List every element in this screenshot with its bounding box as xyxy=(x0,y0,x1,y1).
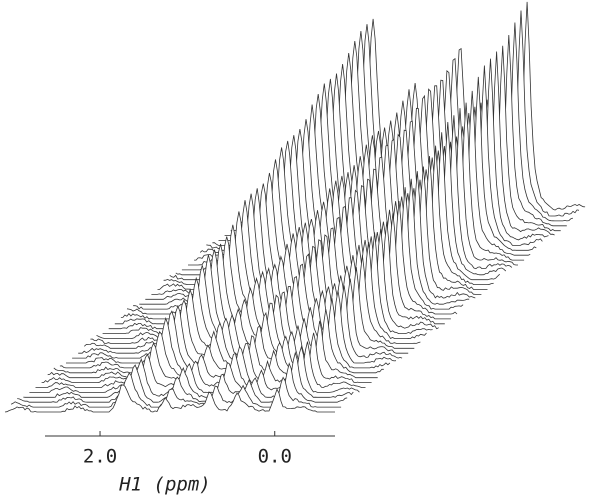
spectrum-trace xyxy=(96,242,427,340)
x-axis-label: H1 (ppm) xyxy=(118,474,211,496)
spectrum-trace xyxy=(29,345,360,393)
spectra xyxy=(4,1,586,442)
spectrum-trace xyxy=(72,285,403,359)
spectrum-trace xyxy=(84,265,415,349)
spectrum-trace xyxy=(4,384,335,413)
spectrum-trace xyxy=(59,298,391,369)
spectrum-trace xyxy=(35,341,366,388)
spectrum-trace xyxy=(78,276,409,354)
spectrum-trace xyxy=(47,316,378,379)
spectrum-trace xyxy=(53,309,384,374)
spectrum-trace xyxy=(41,330,372,384)
spectrum-trace xyxy=(17,362,348,403)
spectrum-trace xyxy=(90,254,421,344)
spectrum-trace xyxy=(102,232,433,334)
x-tick-label: 2.0 xyxy=(83,446,117,468)
x-tick-label: 0.0 xyxy=(258,446,292,468)
spectrum-trace xyxy=(10,372,342,408)
spectrum-fill xyxy=(5,384,335,442)
spectrum-trace xyxy=(66,290,397,364)
spectrum-trace xyxy=(23,351,354,398)
